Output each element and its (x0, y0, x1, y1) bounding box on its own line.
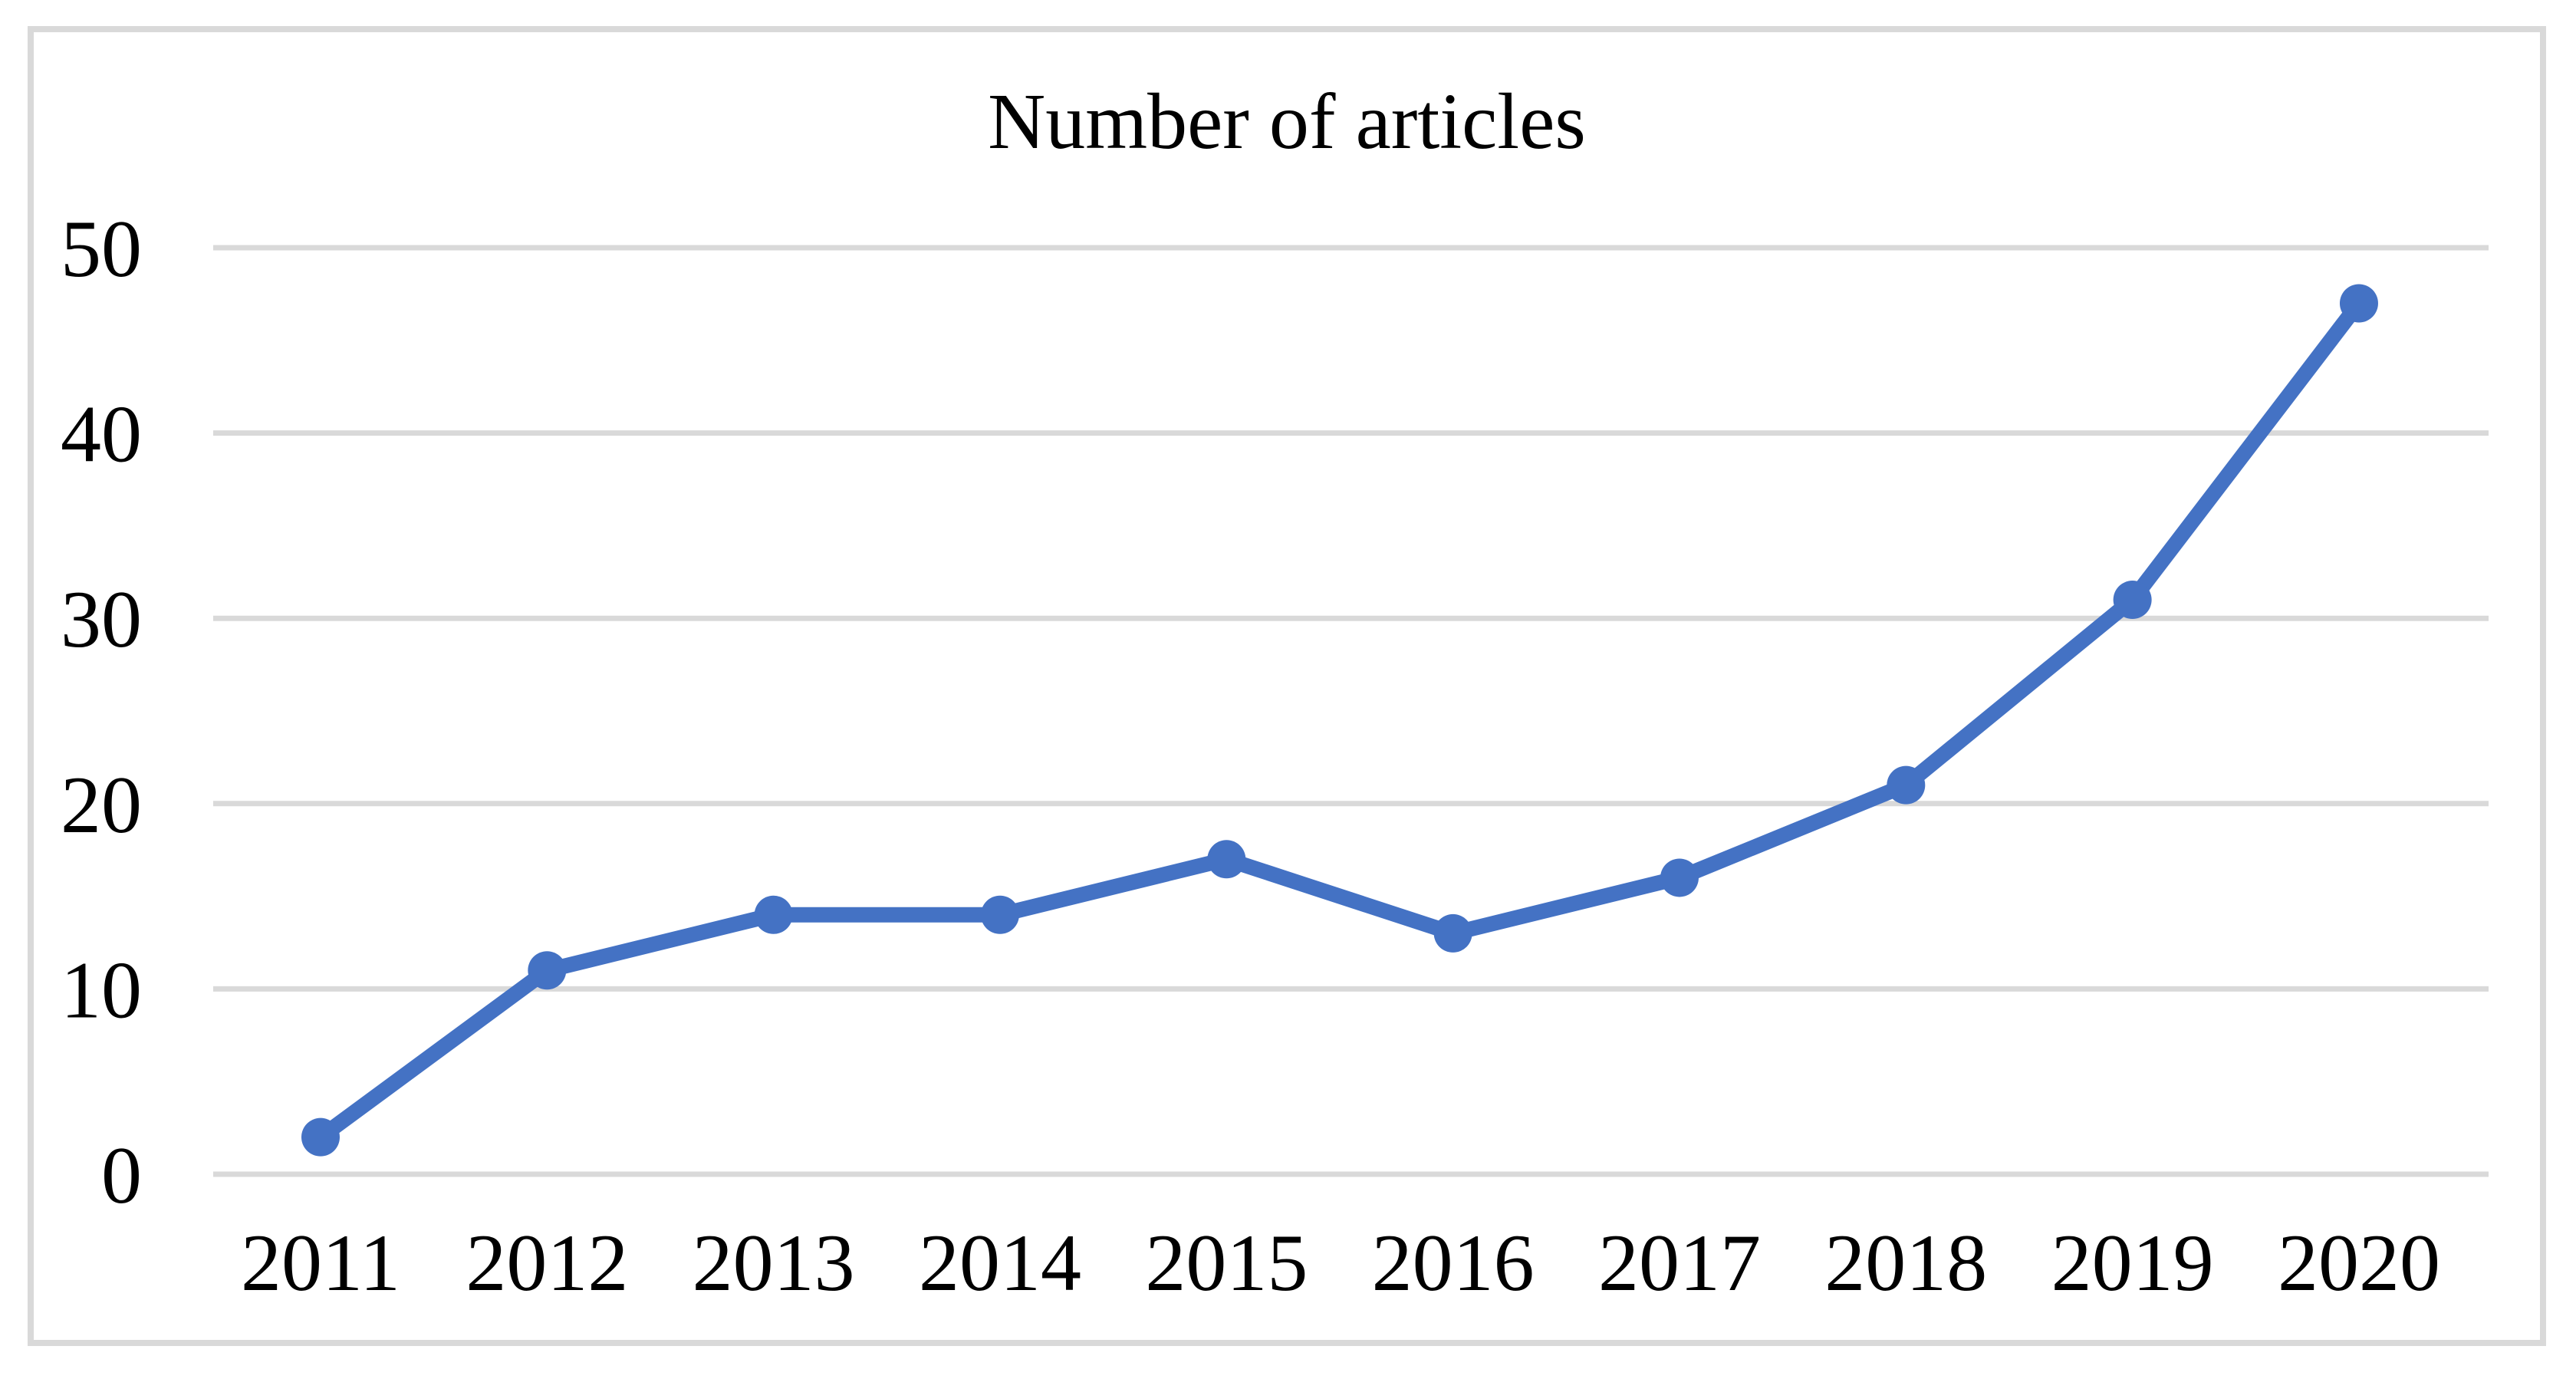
y-axis-tick-label: 20 (61, 760, 142, 850)
x-axis-tick-label: 2019 (2051, 1218, 2214, 1308)
data-point (980, 895, 1019, 934)
x-axis-tick-label: 2014 (919, 1218, 1081, 1308)
data-line (313, 295, 2367, 1145)
x-axis-tick-label: 2011 (241, 1218, 400, 1308)
data-point (1887, 765, 1926, 805)
data-point (754, 895, 793, 934)
y-axis-tick-label: 10 (61, 945, 142, 1035)
data-point (2339, 284, 2378, 323)
data-point (528, 951, 567, 990)
gridlines-group (213, 245, 2489, 1177)
x-axis-tick-label: 2015 (1145, 1218, 1308, 1308)
y-axis-tick-label: 0 (101, 1131, 142, 1220)
x-axis-tick-label: 2012 (466, 1218, 628, 1308)
data-point (1433, 913, 1472, 953)
y-axis-tick-label: 30 (61, 574, 142, 664)
x-axis-tick-label: 2016 (1372, 1218, 1535, 1308)
data-point (2113, 581, 2152, 620)
y-axis-tick-label: 50 (61, 204, 142, 294)
x-axis-tick-label: 2018 (1824, 1218, 1987, 1308)
axis-labels-group: 0 10 20 30 40 50 2011 2012 2013 2014 2015 2016 2017 2… (61, 204, 2440, 1308)
x-axis-tick-label: 2013 (693, 1218, 855, 1308)
data-series-group (301, 284, 2378, 1157)
x-axis-tick-label: 2017 (1598, 1218, 1761, 1308)
chart-title: Number of articles (988, 77, 1586, 166)
data-point (1660, 858, 1699, 897)
data-point (1207, 840, 1246, 879)
data-point (301, 1117, 340, 1157)
x-axis-tick-label: 2020 (2278, 1218, 2440, 1308)
y-axis-tick-label: 40 (61, 390, 142, 479)
